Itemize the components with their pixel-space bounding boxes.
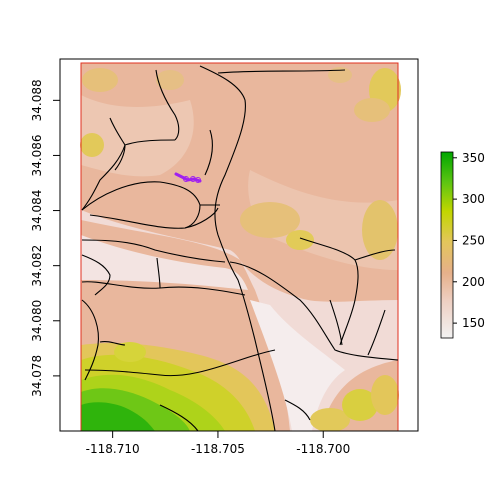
x-tick-label: -118.710	[86, 442, 140, 456]
y-tick-label: 34.088	[30, 79, 44, 121]
y-tick-label: 34.086	[30, 134, 44, 176]
y-tick-label: 34.080	[30, 300, 44, 342]
x-tick-label: -118.705	[191, 442, 245, 456]
y-axis: 34.078 34.080 34.082 34.084 34.086 34.088	[30, 79, 60, 397]
legend-tick-label: 300	[462, 192, 485, 206]
stream-network	[81, 65, 399, 432]
x-tick-label: -118.700	[296, 442, 350, 456]
legend-tick-label: 200	[462, 275, 485, 289]
y-tick-label: 34.084	[30, 190, 44, 232]
elevation-raster	[80, 63, 401, 431]
x-axis: -118.710 -118.705 -118.700	[86, 431, 350, 456]
legend-tick-label: 350	[462, 151, 485, 165]
legend: 150 200 250 300 350	[440, 151, 485, 339]
highlighted-path	[174, 172, 202, 183]
y-tick-label: 34.078	[30, 355, 44, 397]
legend-colorbar	[440, 151, 454, 339]
legend-tick-label: 150	[462, 316, 485, 330]
y-tick-label: 34.082	[30, 245, 44, 287]
legend-ticks: 150 200 250 300 350	[453, 151, 485, 330]
legend-tick-label: 250	[462, 233, 485, 247]
plot-frame	[59, 58, 419, 432]
